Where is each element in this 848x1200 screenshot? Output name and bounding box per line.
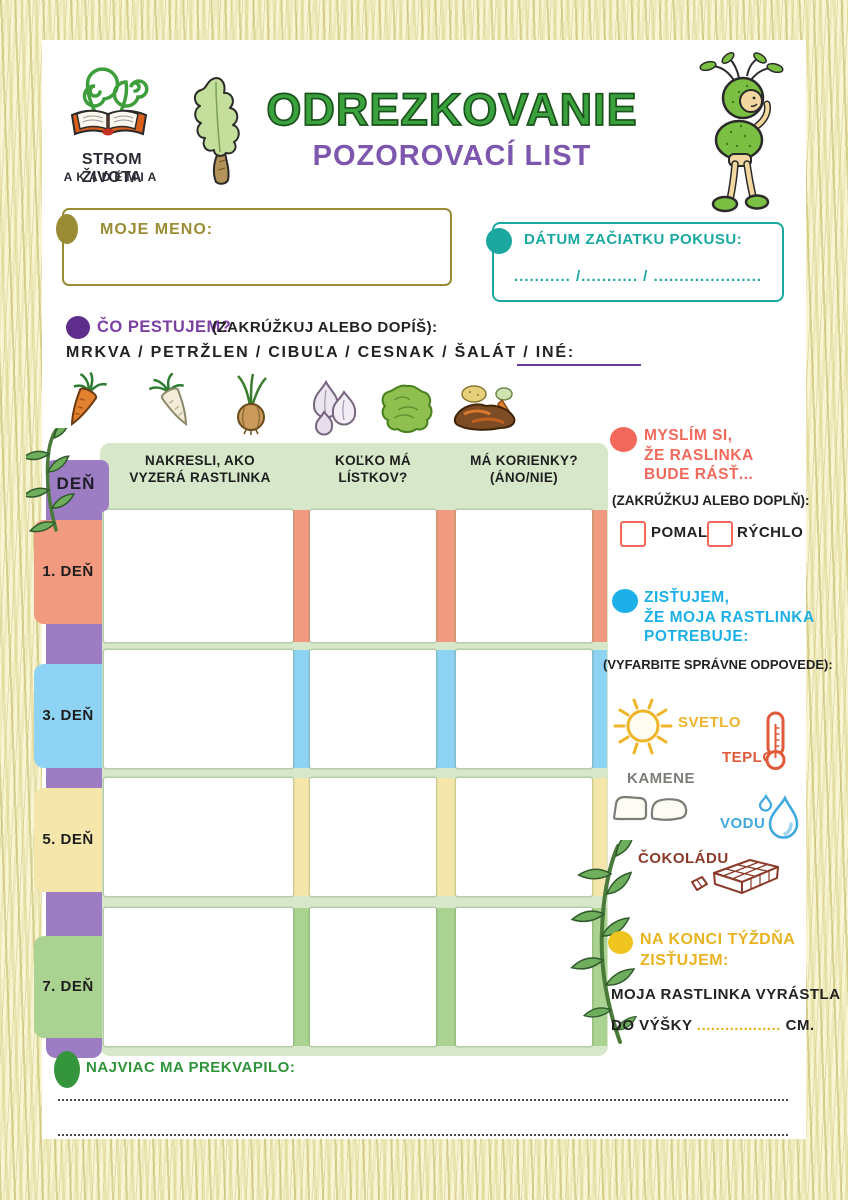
row1-strip	[592, 510, 607, 642]
stones-icon[interactable]	[611, 789, 693, 823]
chocolate-icon[interactable]	[684, 854, 784, 900]
surprise-bullet-icon	[54, 1051, 80, 1088]
tab-day5	[34, 788, 102, 892]
date-label: DÁTUM ZAČIATKU POKUSU:	[524, 231, 743, 248]
row4-strip	[436, 908, 456, 1046]
day-header-label: DEŇ	[56, 474, 96, 493]
thermometer-icon[interactable]	[762, 710, 790, 772]
parsley-root-icon	[148, 372, 188, 426]
sprout-character-illustration	[699, 52, 784, 213]
surprise-label: NAJVIAC MA PREKVAPILO:	[86, 1059, 296, 1076]
checkbox-rychlo[interactable]	[707, 521, 733, 547]
cell-day5-leaves[interactable]	[310, 778, 436, 896]
predict-bullet-icon	[610, 427, 637, 452]
cell-day5-roots[interactable]	[456, 778, 592, 896]
name-bullet-icon	[56, 214, 78, 244]
result-line1: MOJA RASTLINKA VYRÁSTLA	[611, 986, 841, 1003]
needs-title: ZISŤUJEM, ŽE MOJA RASTLINKA POTREBUJE:	[644, 589, 815, 645]
cell-day3-roots[interactable]	[456, 650, 592, 768]
row3-strip	[293, 778, 310, 896]
needs-bullet-icon	[612, 589, 638, 613]
sun-icon[interactable]	[610, 697, 680, 755]
tab-day1-label: 1. DEŇ	[42, 563, 94, 580]
veg-scraps-icon	[453, 385, 516, 431]
tab-day1	[34, 520, 102, 624]
name-input-box[interactable]	[62, 208, 452, 286]
row1-strip	[293, 510, 310, 642]
name-label: MOJE MENO:	[100, 221, 214, 238]
tab-day3	[34, 664, 102, 768]
tab-day3-label: 3. DEŇ	[42, 707, 94, 724]
checkbox-pomaly[interactable]	[620, 521, 646, 547]
water-drop-icon[interactable]	[757, 792, 801, 842]
strom-zivota-logo	[70, 67, 149, 136]
needs-hint: (VYFARBITE SPRÁVNE ODPOVEDE):	[603, 657, 833, 672]
column-header-leaves: KOĽKO MÁ LÍSTKOV?	[335, 453, 411, 485]
cell-day5-drawing[interactable]	[104, 778, 293, 896]
need-svetlo-label: SVETLO	[678, 714, 742, 731]
crops-hint: (ZAKRÚŽKUJ ALEBO DOPÍŠ):	[212, 319, 438, 336]
height-suffix: CM.	[785, 1017, 815, 1034]
tab-day7-label: 7. DEŇ	[42, 978, 94, 995]
predict-hint: (ZAKRÚŽKUJ ALEBO DOPLŇ):	[612, 493, 810, 508]
row3-strip	[592, 778, 607, 896]
need-kamene-label: KAMENE	[627, 770, 696, 787]
predict-title: MYSLÍM SI, ŽE RASLINKA BUDE RÁSŤ...	[644, 427, 754, 483]
crops-bullet-icon	[66, 316, 90, 339]
height-prefix: DO VÝŠKY	[611, 1017, 693, 1034]
result-bullet-icon	[608, 931, 633, 954]
oak-leaf-cutting-icon	[193, 77, 240, 185]
need-cokoladu-label: ČOKOLÁDU	[638, 850, 729, 867]
cell-day1-leaves[interactable]	[310, 510, 436, 642]
cell-day7-leaves[interactable]	[310, 908, 436, 1046]
cell-day7-drawing[interactable]	[104, 908, 293, 1046]
crops-question: ČO PESTUJEM?	[97, 318, 232, 336]
height-write-line[interactable]: ..................	[696, 1017, 781, 1034]
garlic-icon	[312, 379, 357, 436]
need-teplo-label: TEPLO	[722, 749, 775, 766]
row2-strip	[436, 650, 456, 768]
cell-day7-roots[interactable]	[456, 908, 592, 1046]
checkbox-pomaly-label: POMALY	[651, 524, 717, 541]
cell-day3-leaves[interactable]	[310, 650, 436, 768]
carrot-icon	[70, 372, 107, 426]
row1-strip	[436, 510, 456, 642]
column-header-drawing: NAKRESLI, AKO VYZERÁ RASTLINKA	[129, 453, 271, 485]
result-title: NA KONCI TÝŽDŇA ZISŤUJEM:	[640, 931, 796, 969]
column-header-roots: MÁ KORIENKY? (ÁNO/NIE)	[470, 453, 578, 485]
result-line2: DO VÝŠKY .................. CM.	[611, 1017, 815, 1034]
cell-day1-roots[interactable]	[456, 510, 592, 642]
row3-strip	[436, 778, 456, 896]
crops-other-write-line[interactable]	[517, 344, 641, 366]
sprig-illustration-large	[570, 840, 642, 1044]
page-title: ODREZKOVANIE	[266, 83, 638, 136]
need-vodu-label: VODU	[720, 815, 766, 832]
answer-line-2[interactable]	[58, 1120, 788, 1136]
row4-strip	[293, 908, 310, 1046]
logo-name: STROM ŽIVOTA	[81, 151, 143, 186]
date-input-box[interactable]	[492, 222, 784, 302]
cell-day1-drawing[interactable]	[104, 510, 293, 642]
row2-strip	[592, 650, 607, 768]
date-bullet-icon	[486, 228, 512, 254]
logo-subname: AKADÉMIA	[63, 170, 161, 184]
tab-day7	[34, 936, 102, 1038]
lettuce-icon	[381, 384, 433, 433]
onion-icon	[237, 373, 267, 435]
date-write-line[interactable]: ........... /........... / .............…	[514, 268, 763, 285]
answer-line-1[interactable]	[58, 1085, 788, 1101]
cell-day3-drawing[interactable]	[104, 650, 293, 768]
sprig-illustration-small	[26, 428, 77, 533]
row2-strip	[293, 650, 310, 768]
page-subtitle: POZOROVACÍ LIST	[312, 140, 592, 172]
checkbox-rychlo-label: RÝCHLO	[737, 524, 804, 541]
crops-options-line[interactable]: MRKVA / PETRŽLEN / CIBUĽA / CESNAK / ŠAL…	[66, 344, 575, 361]
tab-day5-label: 5. DEŇ	[42, 831, 94, 848]
